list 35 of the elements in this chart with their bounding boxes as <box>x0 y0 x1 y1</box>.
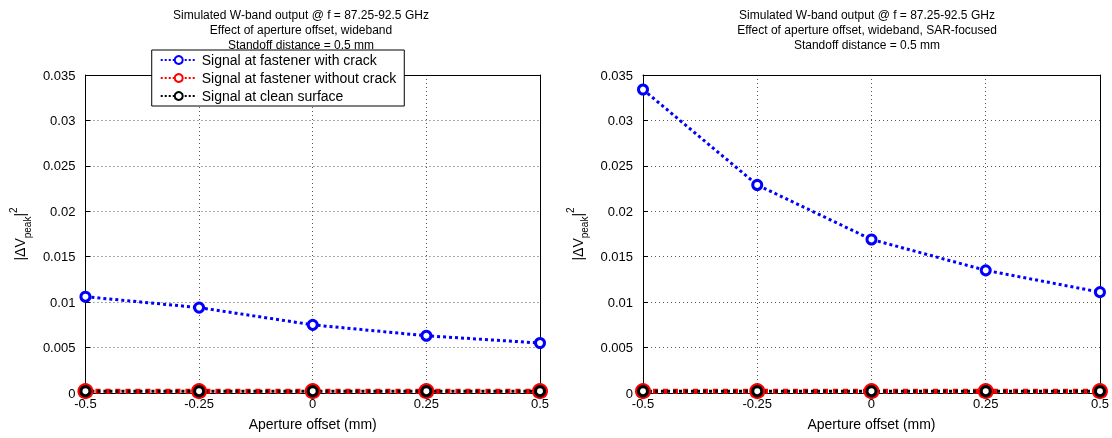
y-tick-label: 0.01 <box>607 294 633 310</box>
y-tick-label: 0.035 <box>600 67 633 83</box>
y-tick-label: 0.02 <box>50 203 76 219</box>
y-tick-label: 0.03 <box>607 112 633 128</box>
y-tick-label: 0.01 <box>50 294 76 310</box>
x-tick-label: 0 <box>867 396 876 411</box>
x-tick-label: 0.5 <box>530 396 550 411</box>
y-tick-label: 0 <box>625 385 633 401</box>
y-tick-label: 0.035 <box>42 67 76 83</box>
y-tick-label: 0.015 <box>600 249 633 265</box>
legend-label: Signal at fastener with crack <box>201 52 378 68</box>
x-tick-label: -0.5 <box>631 396 655 411</box>
y-tick-label: 0 <box>68 385 76 401</box>
y-tick-label: 0.025 <box>600 158 633 174</box>
x-tick-label: -0.25 <box>184 396 214 411</box>
y-axis-title: |ΔVpeak|2 <box>7 206 33 261</box>
y-tick-label: 0.02 <box>607 203 633 219</box>
chart-title: Simulated W-band output @ f = 87.25-92.5 GHz Effect of aperture offset, wideband, SAR-focused Standoff distance = 0.5 mm <box>737 7 997 52</box>
x-tick-label: 0.5 <box>1090 396 1109 411</box>
x-tick-label: -0.5 <box>74 396 97 411</box>
y-tick-label: 0.005 <box>42 340 76 356</box>
x-axis-title: Aperture offset (mm) <box>807 416 936 432</box>
x-tick-label: 0.25 <box>973 396 999 411</box>
x-tick-label: -0.25 <box>742 396 773 411</box>
x-tick-label: 0 <box>309 396 317 411</box>
y-tick-label: 0.03 <box>50 112 76 128</box>
legend-label: Signal at fastener without crack <box>201 70 398 86</box>
legend-label: Signal at clean surface <box>201 88 344 104</box>
x-tick-label: 0.25 <box>413 396 440 411</box>
y-tick-label: 0.025 <box>42 158 76 174</box>
y-tick-label: 0.005 <box>600 340 633 356</box>
chart-title: Simulated W-band output @ f = 87.25-92.5 GHz Effect of aperture offset, wideband Standoff distance = 0.5 mm <box>173 7 429 52</box>
y-axis-title: |ΔVpeak|2 <box>565 206 591 261</box>
y-tick-label: 0.015 <box>42 249 76 265</box>
x-axis-title: Aperture offset (mm) <box>248 416 377 432</box>
